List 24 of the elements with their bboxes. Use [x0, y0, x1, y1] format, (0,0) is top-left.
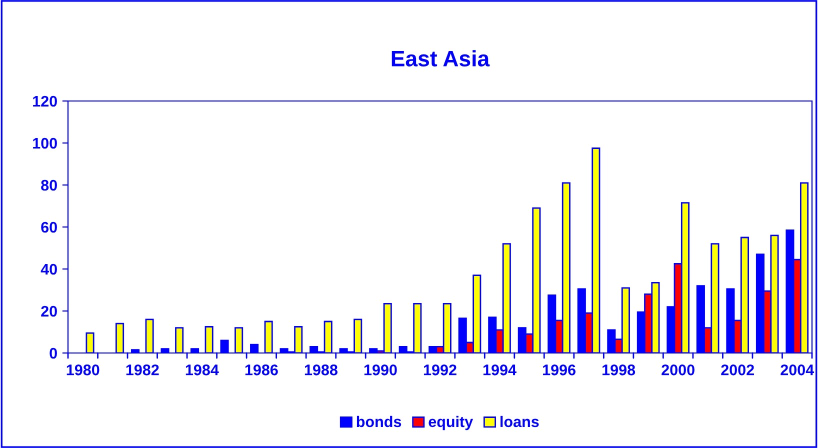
x-tick-label: 2002 [721, 364, 754, 376]
x-tick-label: 1980 [66, 364, 100, 376]
y-tick-label: 120 [33, 96, 57, 107]
y-tick-label: 60 [41, 222, 57, 233]
y-tick-label: 100 [33, 138, 57, 149]
x-tick-label: 1998 [602, 364, 636, 376]
x-tick-label: 1994 [483, 364, 516, 376]
x-tick-label: 1996 [543, 364, 576, 376]
y-tick-label: 40 [40, 264, 57, 275]
x-tick-label: 1992 [424, 364, 456, 376]
legend-label: loans [500, 416, 539, 428]
x-tick-label: 1988 [304, 364, 338, 376]
legend-label: equity [428, 416, 474, 430]
x-tick-label: 2000 [662, 364, 694, 376]
x-tick-label: 1990 [364, 364, 397, 376]
y-tick-label: 20 [41, 306, 57, 317]
legend-label: bonds [356, 416, 402, 428]
x-tick-label: 1982 [126, 364, 159, 376]
x-tick-label: 1984 [186, 364, 219, 376]
x-tick-label: 2004 [780, 364, 814, 376]
y-tick-label: 0 [50, 348, 57, 359]
x-tick-label: 1986 [245, 364, 278, 376]
y-tick-label: 80 [41, 180, 57, 191]
chart-title: East Asia [392, 50, 490, 66]
